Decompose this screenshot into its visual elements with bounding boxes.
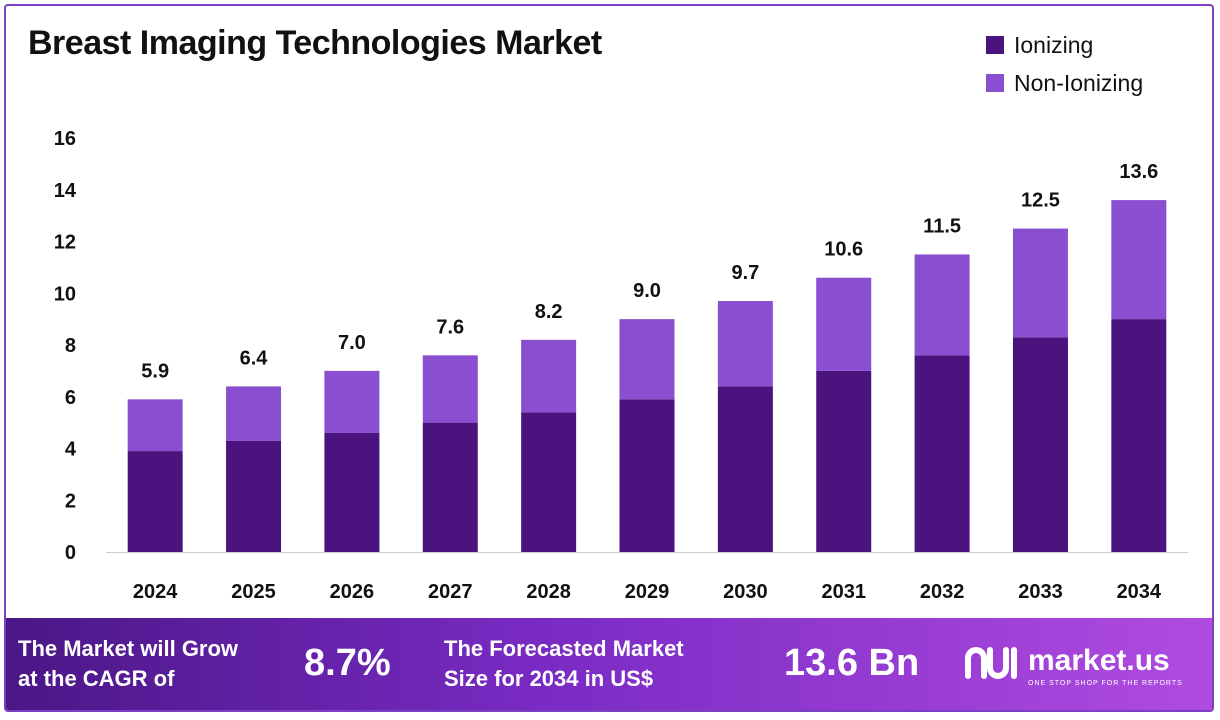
x-tick-label: 2031 — [821, 581, 866, 603]
bar-ionizing — [1012, 337, 1068, 552]
bar-non-ionizing — [1111, 200, 1167, 320]
bar-ionizing — [914, 355, 970, 552]
x-tick-label: 2024 — [133, 581, 178, 603]
chart-frame: Breast Imaging Technologies Market Ioniz… — [4, 4, 1214, 712]
bar-non-ionizing — [717, 301, 773, 387]
x-tick-label: 2026 — [330, 581, 375, 603]
bar-chart: 0 2 4 6 8 10 12 14 16 5.9 2024 6.4 2025 7.0 2026 7.6 202… — [54, 128, 1188, 603]
brand-logo: market.us ONE STOP SHOP FOR THE REPORTS — [964, 642, 1182, 687]
data-label-total: 9.7 — [731, 262, 759, 284]
bar-ionizing — [816, 370, 872, 552]
bar-non-ionizing — [1012, 228, 1068, 338]
bar-ionizing — [127, 451, 183, 552]
bar-ionizing — [717, 386, 773, 552]
y-tick-label: 2 — [65, 490, 76, 512]
cagr-label-line1: The Market will Grow — [18, 636, 239, 661]
bar-non-ionizing — [521, 339, 577, 413]
forecast-label-line2: Size for 2034 in US$ — [444, 666, 654, 691]
cagr-value: 8.7% — [304, 642, 391, 684]
y-tick-label: 12 — [54, 232, 76, 254]
bar-ionizing — [324, 432, 380, 552]
x-tick-label: 2032 — [920, 581, 965, 603]
legend-label-non-ionizing: Non-Ionizing — [1014, 69, 1144, 96]
forecast-value: 13.6 Bn — [784, 642, 920, 684]
data-label-total: 13.6 — [1119, 161, 1158, 183]
forecast-label: The Forecasted Market Size for 2034 in U… — [444, 634, 684, 694]
y-tick-label: 10 — [54, 283, 76, 305]
legend-swatch-non-ionizing — [986, 74, 1004, 92]
data-label-total: 7.6 — [436, 316, 464, 338]
bar-ionizing — [226, 440, 282, 552]
y-tick-label: 0 — [65, 542, 76, 564]
y-tick-label: 6 — [65, 387, 76, 409]
x-tick-label: 2030 — [723, 581, 768, 603]
y-tick-label: 14 — [54, 180, 77, 202]
bar-non-ionizing — [226, 386, 282, 441]
bar-ionizing — [1111, 319, 1167, 552]
chart-title: Breast Imaging Technologies Market — [28, 24, 602, 62]
x-tick-label: 2028 — [526, 581, 571, 603]
brand-tagline: ONE STOP SHOP FOR THE REPORTS — [1028, 680, 1183, 687]
bar-non-ionizing — [422, 355, 478, 423]
data-label-total: 8.2 — [535, 301, 563, 323]
legend-item-non-ionizing: Non-Ionizing — [986, 64, 1143, 102]
cagr-label-line2: at the CAGR of — [18, 666, 175, 691]
data-label-total: 5.9 — [141, 360, 169, 382]
y-tick-label: 4 — [65, 439, 77, 461]
x-tick-label: 2027 — [428, 581, 473, 603]
forecast-label-line1: The Forecasted Market — [444, 636, 684, 661]
bar-non-ionizing — [914, 254, 970, 356]
data-label-total: 9.0 — [633, 280, 661, 302]
legend-item-ionizing: Ionizing — [986, 26, 1143, 64]
y-tick-label: 8 — [65, 335, 76, 357]
bar-ionizing — [422, 422, 478, 552]
bar-non-ionizing — [324, 370, 380, 433]
data-label-total: 7.0 — [338, 332, 366, 354]
footer-banner: The Market will Grow at the CAGR of 8.7%… — [6, 618, 1212, 710]
legend: Ionizing Non-Ionizing — [986, 26, 1143, 102]
bar-non-ionizing — [619, 319, 675, 400]
data-label-total: 10.6 — [824, 239, 863, 261]
legend-label-ionizing: Ionizing — [1014, 31, 1094, 58]
x-tick-label: 2025 — [231, 581, 276, 603]
brand-logo-icon — [965, 647, 1017, 679]
bar-non-ionizing — [127, 399, 183, 452]
legend-swatch-ionizing — [986, 36, 1004, 54]
cagr-label: The Market will Grow at the CAGR of — [18, 634, 238, 694]
data-label-total: 12.5 — [1021, 190, 1060, 212]
bar-ionizing — [521, 412, 577, 552]
x-tick-label: 2033 — [1018, 581, 1063, 603]
y-tick-label: 16 — [54, 128, 76, 150]
data-label-total: 6.4 — [240, 347, 269, 369]
brand-name: market.us — [1028, 644, 1170, 677]
bar-non-ionizing — [816, 277, 872, 371]
data-label-total: 11.5 — [923, 215, 961, 237]
bar-ionizing — [619, 399, 675, 552]
x-tick-label: 2034 — [1117, 581, 1162, 603]
x-tick-label: 2029 — [625, 581, 670, 603]
